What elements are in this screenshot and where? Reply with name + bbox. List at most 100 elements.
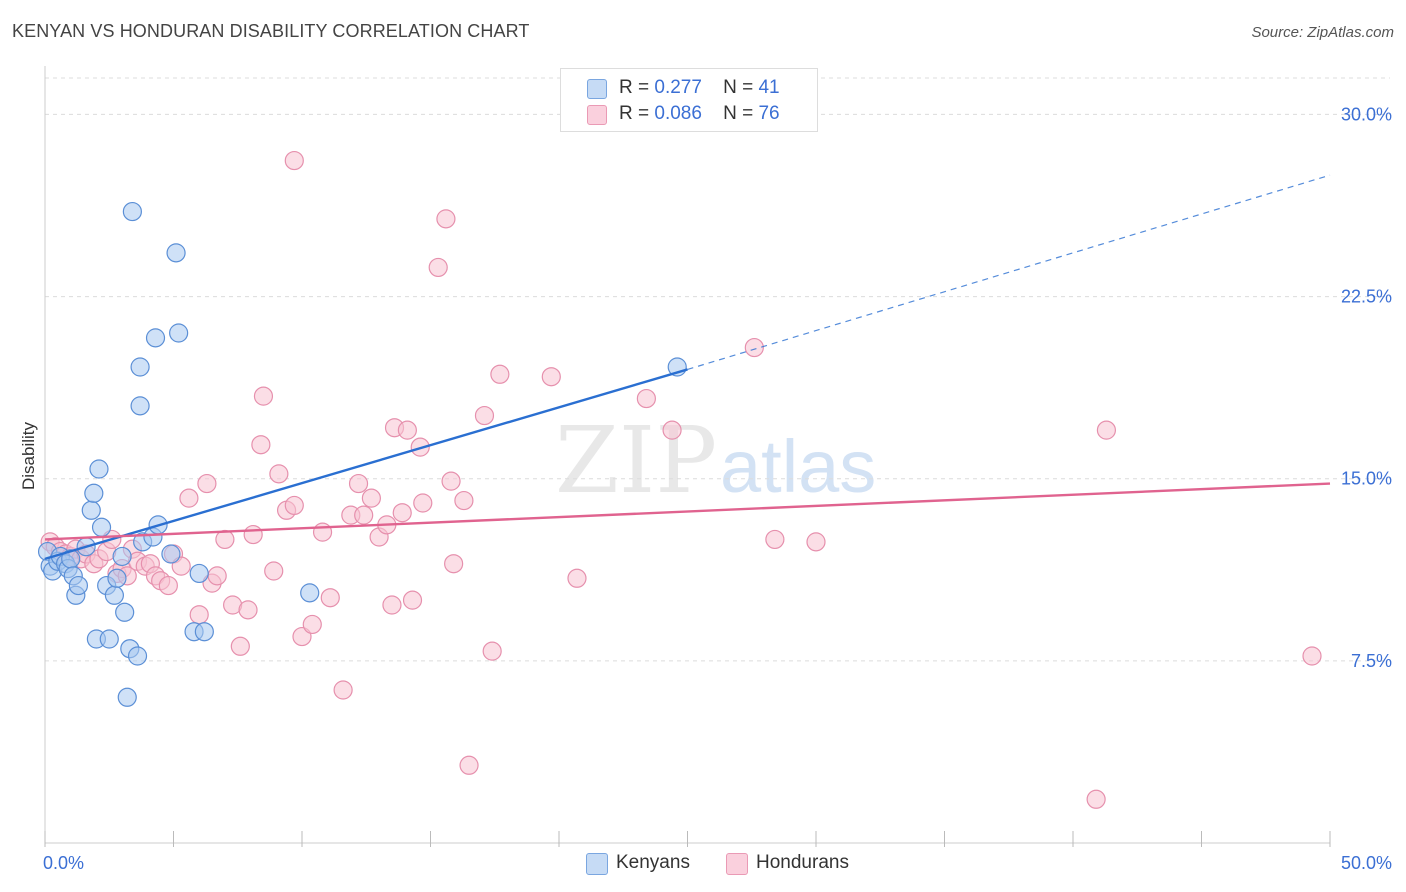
y-tick-label: 22.5%	[1341, 287, 1392, 307]
watermark: ZIP atlas	[555, 407, 876, 514]
watermark-zip: ZIP	[555, 407, 717, 514]
r-value: 0.277	[654, 77, 702, 98]
honduran-point	[269, 464, 289, 484]
gridlines	[45, 77, 1390, 662]
honduran-point	[320, 588, 340, 608]
honduran-point	[230, 636, 250, 656]
honduran-point	[197, 473, 217, 494]
chart-title: KENYAN VS HONDURAN DISABILITY CORRELATIO…	[12, 21, 530, 41]
honduran-point	[1302, 646, 1322, 666]
kenyan-point	[107, 568, 127, 588]
x-tick-label: 0.0%	[43, 853, 84, 873]
kenyan-point	[68, 575, 89, 596]
honduran-point	[454, 490, 474, 511]
honduran-point	[361, 488, 381, 508]
kenyan-point	[189, 563, 209, 584]
honduran-point	[636, 388, 656, 409]
kenyan-point	[130, 357, 150, 377]
honduran-point	[382, 595, 402, 615]
watermark-atlas: atlas	[720, 425, 876, 508]
honduran-point	[397, 420, 417, 440]
kenyans-legend-label: Kenyans	[616, 852, 690, 873]
honduran-trend-line	[44, 482, 1331, 541]
hondurans-legend-label: Hondurans	[756, 852, 849, 873]
r-label: R =	[619, 103, 650, 124]
honduran-point	[243, 524, 263, 545]
honduran-point	[806, 532, 826, 552]
honduran-point	[179, 488, 199, 508]
axis-labels: 7.5% 15.0% 22.5% 30.0% 0.0% 50.0% Disability	[19, 104, 1392, 873]
honduran-point	[490, 364, 510, 384]
honduran-point	[348, 473, 369, 494]
kenyan-point	[115, 602, 135, 622]
trend-lines	[44, 174, 1331, 561]
honduran-point	[567, 568, 587, 588]
kenyan-point	[91, 517, 112, 537]
honduran-point	[251, 435, 271, 455]
kenyan-point	[300, 583, 320, 603]
kenyan-point	[194, 622, 214, 642]
honduran-point	[264, 561, 284, 581]
honduran-point	[392, 503, 412, 523]
honduran-point	[436, 209, 456, 229]
kenyan-point	[122, 201, 142, 222]
source-credit: Source: ZipAtlas.com	[1251, 24, 1394, 41]
kenyan-point	[84, 483, 104, 503]
honduran-point	[189, 605, 209, 625]
honduran-point	[765, 529, 785, 550]
y-tick-label: 15.0%	[1341, 469, 1392, 489]
honduran-point	[444, 554, 464, 574]
kenyans-legend-swatch	[586, 853, 608, 875]
honduran-point	[354, 505, 374, 525]
honduran-point	[662, 420, 682, 440]
n-label: N =	[723, 103, 754, 124]
honduran-point	[333, 680, 353, 700]
honduran-point	[1086, 789, 1106, 809]
y-axis-title: Disability	[19, 421, 38, 490]
kenyan-point	[127, 646, 148, 666]
honduran-point	[302, 614, 322, 635]
kenyan-point	[117, 687, 137, 707]
honduran-point	[413, 493, 433, 513]
honduran-point	[459, 755, 479, 775]
kenyan-point	[145, 328, 166, 348]
kenyan-point	[130, 396, 150, 416]
honduran-point	[402, 590, 423, 610]
kenyan-point	[99, 629, 119, 649]
honduran-point	[158, 575, 178, 596]
kenyans-swatch	[587, 79, 607, 99]
honduran-point	[541, 367, 561, 387]
honduran-point	[215, 529, 235, 550]
honduran-point	[1096, 420, 1117, 440]
kenyan-trend-extension	[687, 174, 1331, 371]
hondurans-swatch	[587, 105, 607, 125]
y-tick-label: 7.5%	[1351, 651, 1392, 671]
kenyan-point	[104, 585, 124, 605]
honduran-point	[474, 405, 495, 426]
hondurans-legend-swatch	[726, 853, 748, 875]
kenyan-point	[169, 323, 189, 343]
r-label: R =	[619, 77, 650, 98]
honduran-point	[284, 150, 304, 171]
r-value: 0.086	[654, 103, 702, 124]
kenyan-point	[81, 500, 101, 520]
honduran-point	[482, 641, 502, 661]
honduran-point	[441, 471, 461, 491]
kenyan-point	[112, 546, 132, 567]
kenyan-trend-line	[44, 368, 688, 561]
honduran-point	[284, 495, 304, 516]
kenyan-point	[89, 459, 109, 479]
honduran-point	[312, 522, 333, 542]
kenyan-points	[37, 201, 687, 707]
honduran-point	[238, 600, 258, 620]
n-label: N =	[723, 77, 754, 98]
honduran-point	[253, 386, 274, 406]
y-tick-label: 30.0%	[1341, 104, 1392, 124]
honduran-point	[744, 337, 764, 358]
kenyan-point	[166, 243, 186, 263]
honduran-point	[428, 257, 448, 278]
axes	[44, 66, 1331, 847]
honduran-point	[207, 566, 227, 586]
n-value: 41	[758, 77, 780, 98]
